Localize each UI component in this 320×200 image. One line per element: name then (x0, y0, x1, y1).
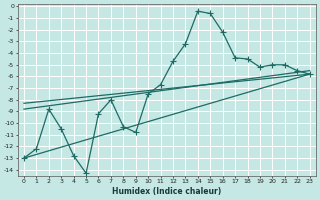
X-axis label: Humidex (Indice chaleur): Humidex (Indice chaleur) (112, 187, 221, 196)
